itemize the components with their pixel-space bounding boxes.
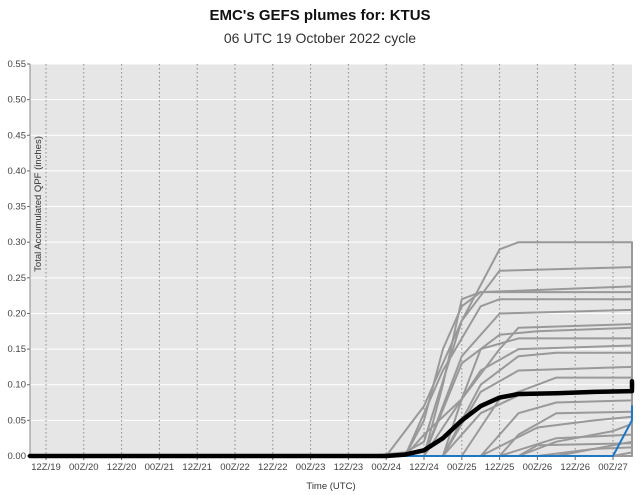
x-tick-label: 12Z/23 bbox=[334, 462, 364, 473]
y-tick-label: 0.50 bbox=[8, 95, 27, 106]
series-group bbox=[27, 241, 635, 459]
y-tick-label: 0.00 bbox=[8, 451, 27, 462]
x-tick-label: 12Z/22 bbox=[258, 462, 288, 473]
x-tick-label: 00Z/22 bbox=[220, 462, 250, 473]
x-tick-label: 12Z/20 bbox=[107, 462, 137, 473]
y-axis: 0.00 0.05 0.10 0.15 0.20 0.25 0.30 0.35 0.40 0.45… bbox=[8, 59, 31, 462]
chart-subtitle: 06 UTC 19 October 2022 cycle bbox=[223, 30, 417, 46]
chart-title: EMC's GEFS plumes for: KTUS bbox=[209, 7, 431, 24]
y-axis-label: Total Accumulated QPF (inches) bbox=[33, 136, 44, 272]
x-tick-label: 12Z/26 bbox=[560, 462, 590, 473]
y-tick-label: 0.20 bbox=[8, 308, 27, 319]
grid-lines bbox=[30, 63, 632, 457]
y-tick-label: 0.40 bbox=[8, 166, 27, 177]
x-tick-label: 00Z/21 bbox=[145, 462, 175, 473]
x-tick-label: 12Z/25 bbox=[485, 462, 515, 473]
plot-background bbox=[30, 64, 632, 456]
x-tick-label: 00Z/27 bbox=[598, 462, 628, 473]
x-tick-label: 00Z/26 bbox=[523, 462, 553, 473]
y-tick-label: 0.45 bbox=[8, 130, 27, 141]
x-tick-label: 00Z/25 bbox=[447, 462, 477, 473]
y-tick-label: 0.05 bbox=[8, 415, 27, 426]
x-tick-label: 00Z/23 bbox=[296, 462, 326, 473]
x-tick-label: 12Z/21 bbox=[182, 462, 212, 473]
x-tick-label: 12Z/24 bbox=[409, 462, 439, 473]
x-axis: 12Z/19 00Z/20 12Z/20 00Z/21 12Z/21 00Z/22 12Z/… bbox=[30, 455, 632, 473]
x-tick-label: 00Z/24 bbox=[371, 462, 401, 473]
x-tick-label: 12Z/19 bbox=[31, 462, 61, 473]
y-tick-label: 0.25 bbox=[8, 273, 27, 284]
x-tick-label: 00Z/20 bbox=[69, 462, 99, 473]
y-tick-label: 0.10 bbox=[8, 380, 27, 391]
x-axis-label: Time (UTC) bbox=[306, 481, 355, 492]
mean-line bbox=[27, 378, 635, 459]
y-tick-label: 0.30 bbox=[8, 237, 27, 248]
y-tick-label: 0.35 bbox=[8, 202, 27, 213]
y-tick-label: 0.15 bbox=[8, 344, 27, 355]
y-tick-label: 0.55 bbox=[8, 59, 27, 70]
